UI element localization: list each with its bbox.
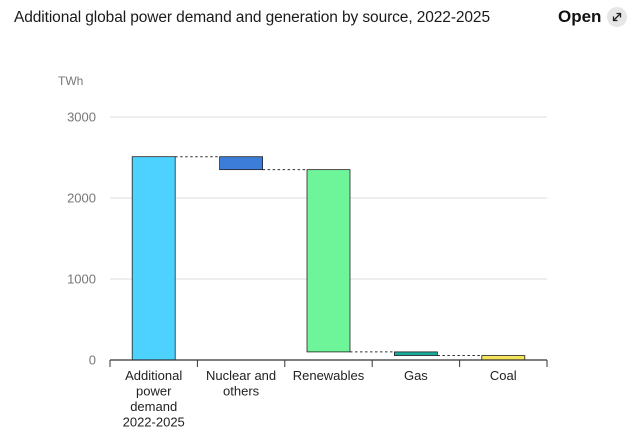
bar-renewables <box>306 169 351 353</box>
bar-coal <box>481 355 526 361</box>
x-category-label-line: Additional <box>125 368 182 383</box>
chart-title: Additional global power demand and gener… <box>14 9 490 26</box>
x-category-label-line: Coal <box>490 368 517 383</box>
x-category-label-line: others <box>223 384 260 399</box>
y-tick-label: 1000 <box>67 272 96 287</box>
x-category-label-line: Nuclear and <box>206 368 276 383</box>
x-category-label-line: demand <box>130 399 177 414</box>
y-tick-label: 0 <box>89 353 96 368</box>
axis-layer <box>109 359 548 367</box>
x-category-label: Gas <box>404 368 428 383</box>
y-tick-label: 2000 <box>67 191 96 206</box>
x-category-label: Nuclear and others <box>206 368 276 399</box>
bar-layer <box>131 156 526 361</box>
label-layer: TWh 0 1000 2000 3000 Additional power demand 202… <box>58 74 517 430</box>
x-category-label-line: 2022-2025 <box>123 415 185 430</box>
x-category-label-line: power <box>136 384 172 399</box>
x-category-label-line: Gas <box>404 368 428 383</box>
expand-arrows-icon[interactable] <box>607 7 628 27</box>
x-category-label: Renewables <box>293 368 365 383</box>
bar-additional-power-demand-2022-2025 <box>131 156 176 361</box>
open-button[interactable]: Open <box>558 7 628 27</box>
y-tick-label: 3000 <box>67 110 96 125</box>
bar-gas <box>393 351 438 356</box>
x-category-label: Additional power demand 2022-2025 <box>123 368 185 430</box>
x-category-label-line: Renewables <box>293 368 365 383</box>
open-label: Open <box>558 7 602 26</box>
y-unit-label: TWh <box>58 74 83 88</box>
connector-layer <box>175 156 482 357</box>
bar-nuclear-and-others <box>219 156 264 171</box>
x-category-label: Coal <box>490 368 517 383</box>
